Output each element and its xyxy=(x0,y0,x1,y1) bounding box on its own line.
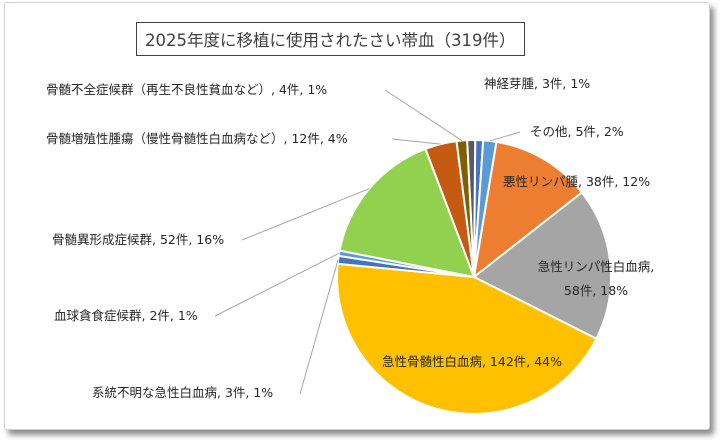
pie-slice-7 xyxy=(338,147,476,279)
leader-line-6 xyxy=(214,252,340,317)
slice-label-0: 神経芽腫, 3件, 1% xyxy=(484,76,590,91)
slice-label-5: 系統不明な急性白血病, 3件, 1% xyxy=(92,385,273,400)
slice-label-8: 骨髄増殖性腫瘍（慢性骨髄性白血病など）, 12件, 4% xyxy=(46,131,348,146)
leader-line-8 xyxy=(391,138,441,145)
chart-title: 2025年度に移植に使用されたさい帯血（319件） xyxy=(136,22,525,56)
slice-label-3-line1: 58件, 18% xyxy=(564,283,628,298)
leader-line-7 xyxy=(241,188,370,241)
pie-slice-2 xyxy=(472,140,584,280)
pie-slice-4 xyxy=(336,262,598,415)
pie-slice-unlabeled xyxy=(466,139,477,278)
leader-line-9 xyxy=(384,89,463,141)
slice-label-1: その他, 5件, 2% xyxy=(530,124,624,139)
slice-label-4: 急性骨髄性白血病, 142件, 44% xyxy=(382,354,562,369)
slice-label-9: 骨髄不全症候群（再生不良性貧血など）, 4件, 1% xyxy=(46,82,327,97)
slice-label-3: 急性リンパ性白血病, xyxy=(538,259,654,274)
slice-label-7: 骨髄異形成症候群, 52件, 16% xyxy=(52,232,224,247)
pie-slice-3 xyxy=(472,191,612,341)
slice-label-6: 血球貪食症候群, 2件, 1% xyxy=(54,308,198,323)
leader-line-1 xyxy=(489,131,521,142)
leader-line-5 xyxy=(299,259,339,395)
slice-label-2: 悪性リンパ腫, 38件, 12% xyxy=(503,174,650,189)
